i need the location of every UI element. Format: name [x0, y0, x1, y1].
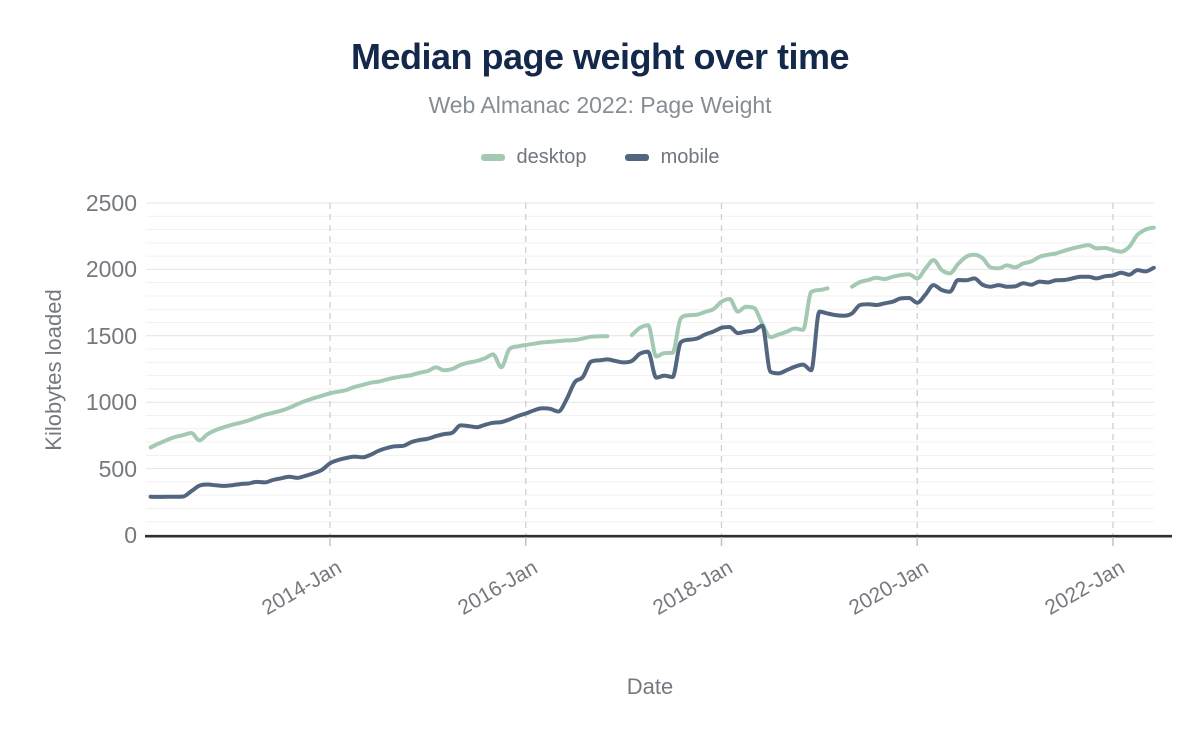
y-tick-label: 2000 — [85, 256, 137, 283]
y-tick-label: 0 — [124, 522, 137, 548]
y-tick-label: 500 — [98, 455, 137, 482]
legend-item-desktop[interactable]: desktop — [480, 146, 587, 169]
legend: desktop mobile — [0, 146, 1200, 169]
y-axis-title: Kilobytes loaded — [41, 289, 66, 451]
y-tick-label: 1500 — [85, 322, 137, 349]
chart-subtitle: Web Almanac 2022: Page Weight — [428, 92, 772, 118]
mobile-series-swatch-icon — [624, 154, 649, 161]
desktop-series-line — [148, 334, 610, 450]
desktop-series-line — [850, 225, 1156, 289]
chart-title: Median page weight over time — [350, 36, 850, 77]
desktop-series-swatch-icon — [480, 154, 505, 161]
y-tick-label: 1000 — [85, 389, 137, 416]
x-axis-title: Date — [626, 674, 674, 699]
legend-label-mobile: mobile — [660, 146, 720, 168]
mobile-series-line — [148, 265, 1156, 499]
legend-item-mobile[interactable]: mobile — [624, 146, 720, 169]
legend-label-desktop: desktop — [516, 146, 587, 168]
desktop-series-line — [629, 286, 830, 359]
y-tick-label: 2500 — [85, 190, 137, 216]
